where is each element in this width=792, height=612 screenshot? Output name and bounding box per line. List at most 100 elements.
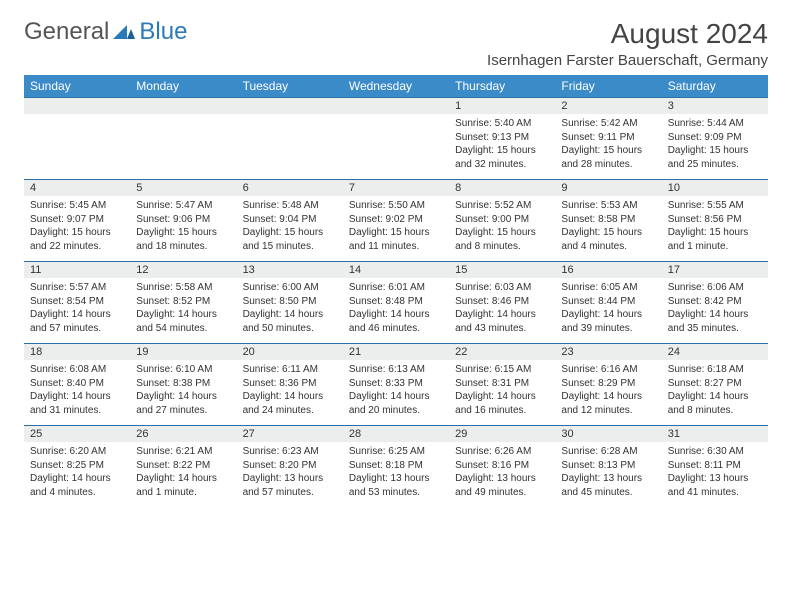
- day-details: Sunrise: 5:40 AMSunset: 9:13 PMDaylight:…: [449, 114, 555, 177]
- week-row: 4Sunrise: 5:45 AMSunset: 9:07 PMDaylight…: [24, 179, 768, 261]
- day-number: 23: [555, 344, 661, 360]
- day-details: Sunrise: 6:26 AMSunset: 8:16 PMDaylight:…: [449, 442, 555, 505]
- daylight-text: Daylight: 15 hours and 22 minutes.: [30, 226, 124, 253]
- day-cell: 7Sunrise: 5:50 AMSunset: 9:02 PMDaylight…: [343, 179, 449, 261]
- daylight-text: Daylight: 13 hours and 57 minutes.: [243, 472, 337, 499]
- daylight-text: Daylight: 15 hours and 8 minutes.: [455, 226, 549, 253]
- day-details: Sunrise: 6:11 AMSunset: 8:36 PMDaylight:…: [237, 360, 343, 423]
- day-details: Sunrise: 6:20 AMSunset: 8:25 PMDaylight:…: [24, 442, 130, 505]
- calendar-page: General Blue August 2024 Isernhagen Fars…: [0, 0, 792, 525]
- daylight-text: Daylight: 14 hours and 43 minutes.: [455, 308, 549, 335]
- day-details: Sunrise: 6:28 AMSunset: 8:13 PMDaylight:…: [555, 442, 661, 505]
- daylight-text: Daylight: 15 hours and 32 minutes.: [455, 144, 549, 171]
- sunrise-text: Sunrise: 6:16 AM: [561, 363, 655, 377]
- day-cell: 10Sunrise: 5:55 AMSunset: 8:56 PMDayligh…: [662, 179, 768, 261]
- day-number: 24: [662, 344, 768, 360]
- day-cell: 1Sunrise: 5:40 AMSunset: 9:13 PMDaylight…: [449, 97, 555, 179]
- sunrise-text: Sunrise: 6:28 AM: [561, 445, 655, 459]
- sunset-text: Sunset: 8:29 PM: [561, 377, 655, 391]
- day-number: 12: [130, 262, 236, 278]
- sunrise-text: Sunrise: 5:47 AM: [136, 199, 230, 213]
- daylight-text: Daylight: 13 hours and 49 minutes.: [455, 472, 549, 499]
- daylight-text: Daylight: 15 hours and 18 minutes.: [136, 226, 230, 253]
- day-number: 25: [24, 426, 130, 442]
- day-cell: 27Sunrise: 6:23 AMSunset: 8:20 PMDayligh…: [237, 425, 343, 507]
- daylight-text: Daylight: 14 hours and 31 minutes.: [30, 390, 124, 417]
- day-number: 18: [24, 344, 130, 360]
- day-cell: 18Sunrise: 6:08 AMSunset: 8:40 PMDayligh…: [24, 343, 130, 425]
- sunset-text: Sunset: 9:13 PM: [455, 131, 549, 145]
- day-details: Sunrise: 5:44 AMSunset: 9:09 PMDaylight:…: [662, 114, 768, 177]
- title-block: August 2024 Isernhagen Farster Bauerscha…: [487, 18, 768, 69]
- day-number: 9: [555, 180, 661, 196]
- day-cell: 9Sunrise: 5:53 AMSunset: 8:58 PMDaylight…: [555, 179, 661, 261]
- day-details: Sunrise: 5:45 AMSunset: 9:07 PMDaylight:…: [24, 196, 130, 259]
- daylight-text: Daylight: 14 hours and 16 minutes.: [455, 390, 549, 417]
- day-cell: 2 Sunrise: 5:42 AMSunset: 9:11 PMDaylight…: [555, 97, 661, 179]
- day-details: Sunrise: 6:23 AMSunset: 8:20 PMDaylight:…: [237, 442, 343, 505]
- daylight-text: Daylight: 15 hours and 4 minutes.: [561, 226, 655, 253]
- sunset-text: Sunset: 8:48 PM: [349, 295, 443, 309]
- week-row: 1Sunrise: 5:40 AMSunset: 9:13 PMDaylight…: [24, 97, 768, 179]
- day-number: 2: [555, 98, 661, 114]
- day-header-friday: Friday: [555, 75, 661, 97]
- sunrise-text: Sunrise: 5:44 AM: [668, 117, 762, 131]
- daylight-text: Daylight: 14 hours and 1 minute.: [136, 472, 230, 499]
- daylight-text: Daylight: 14 hours and 12 minutes.: [561, 390, 655, 417]
- day-cell: 13Sunrise: 6:00 AMSunset: 8:50 PMDayligh…: [237, 261, 343, 343]
- sunset-text: Sunset: 8:56 PM: [668, 213, 762, 227]
- sunset-text: Sunset: 9:02 PM: [349, 213, 443, 227]
- day-cell: 22Sunrise: 6:15 AMSunset: 8:31 PMDayligh…: [449, 343, 555, 425]
- logo-text-blue: Blue: [139, 18, 187, 46]
- sunset-text: Sunset: 8:22 PM: [136, 459, 230, 473]
- day-details: Sunrise: 6:01 AMSunset: 8:48 PMDaylight:…: [343, 278, 449, 341]
- sunrise-text: Sunrise: 6:01 AM: [349, 281, 443, 295]
- day-cell: 19Sunrise: 6:10 AMSunset: 8:38 PMDayligh…: [130, 343, 236, 425]
- day-number: 10: [662, 180, 768, 196]
- sunrise-text: Sunrise: 5:42 AM: [561, 117, 655, 131]
- day-cell: 25Sunrise: 6:20 AMSunset: 8:25 PMDayligh…: [24, 425, 130, 507]
- day-details: Sunrise: 6:25 AMSunset: 8:18 PMDaylight:…: [343, 442, 449, 505]
- day-details: Sunrise: 5:47 AMSunset: 9:06 PMDaylight:…: [130, 196, 236, 259]
- day-details: Sunrise: 5:57 AMSunset: 8:54 PMDaylight:…: [24, 278, 130, 341]
- sunset-text: Sunset: 8:31 PM: [455, 377, 549, 391]
- sunset-text: Sunset: 8:27 PM: [668, 377, 762, 391]
- day-number: 1: [449, 98, 555, 114]
- day-details: Sunrise: 5:52 AMSunset: 9:00 PMDaylight:…: [449, 196, 555, 259]
- daylight-text: Daylight: 14 hours and 27 minutes.: [136, 390, 230, 417]
- sunrise-text: Sunrise: 6:26 AM: [455, 445, 549, 459]
- day-cell: 3Sunrise: 5:44 AMSunset: 9:09 PMDaylight…: [662, 97, 768, 179]
- day-header-wednesday: Wednesday: [343, 75, 449, 97]
- day-number: 8: [449, 180, 555, 196]
- day-number: 30: [555, 426, 661, 442]
- sunset-text: Sunset: 9:11 PM: [561, 131, 655, 145]
- day-header-saturday: Saturday: [662, 75, 768, 97]
- day-cell: 23 Sunrise: 6:16 AMSunset: 8:29 PMDayligh…: [555, 343, 661, 425]
- daylight-text: Daylight: 14 hours and 35 minutes.: [668, 308, 762, 335]
- sunrise-text: Sunrise: 6:18 AM: [668, 363, 762, 377]
- sunrise-text: Sunrise: 5:58 AM: [136, 281, 230, 295]
- sunset-text: Sunset: 8:13 PM: [561, 459, 655, 473]
- sunrise-text: Sunrise: 6:03 AM: [455, 281, 549, 295]
- weeks-container: 1Sunrise: 5:40 AMSunset: 9:13 PMDaylight…: [24, 97, 768, 507]
- day-cell: 30Sunrise: 6:28 AMSunset: 8:13 PMDayligh…: [555, 425, 661, 507]
- daylight-text: Daylight: 15 hours and 11 minutes.: [349, 226, 443, 253]
- sunset-text: Sunset: 8:46 PM: [455, 295, 549, 309]
- sunrise-text: Sunrise: 5:45 AM: [30, 199, 124, 213]
- day-number: 7: [343, 180, 449, 196]
- sunset-text: Sunset: 8:20 PM: [243, 459, 337, 473]
- day-details: Sunrise: 6:08 AMSunset: 8:40 PMDaylight:…: [24, 360, 130, 423]
- calendar-table: Sunday Monday Tuesday Wednesday Thursday…: [24, 75, 768, 507]
- day-cell: 4Sunrise: 5:45 AMSunset: 9:07 PMDaylight…: [24, 179, 130, 261]
- sunrise-text: Sunrise: 5:53 AM: [561, 199, 655, 213]
- sunset-text: Sunset: 8:36 PM: [243, 377, 337, 391]
- day-cell: 31Sunrise: 6:30 AMSunset: 8:11 PMDayligh…: [662, 425, 768, 507]
- sunrise-text: Sunrise: 6:00 AM: [243, 281, 337, 295]
- day-number: 20: [237, 344, 343, 360]
- sunset-text: Sunset: 8:54 PM: [30, 295, 124, 309]
- sunrise-text: Sunrise: 6:05 AM: [561, 281, 655, 295]
- day-details: Sunrise: 6:15 AMSunset: 8:31 PMDaylight:…: [449, 360, 555, 423]
- daylight-text: Daylight: 15 hours and 28 minutes.: [561, 144, 655, 171]
- day-number: 22: [449, 344, 555, 360]
- day-cell: 29Sunrise: 6:26 AMSunset: 8:16 PMDayligh…: [449, 425, 555, 507]
